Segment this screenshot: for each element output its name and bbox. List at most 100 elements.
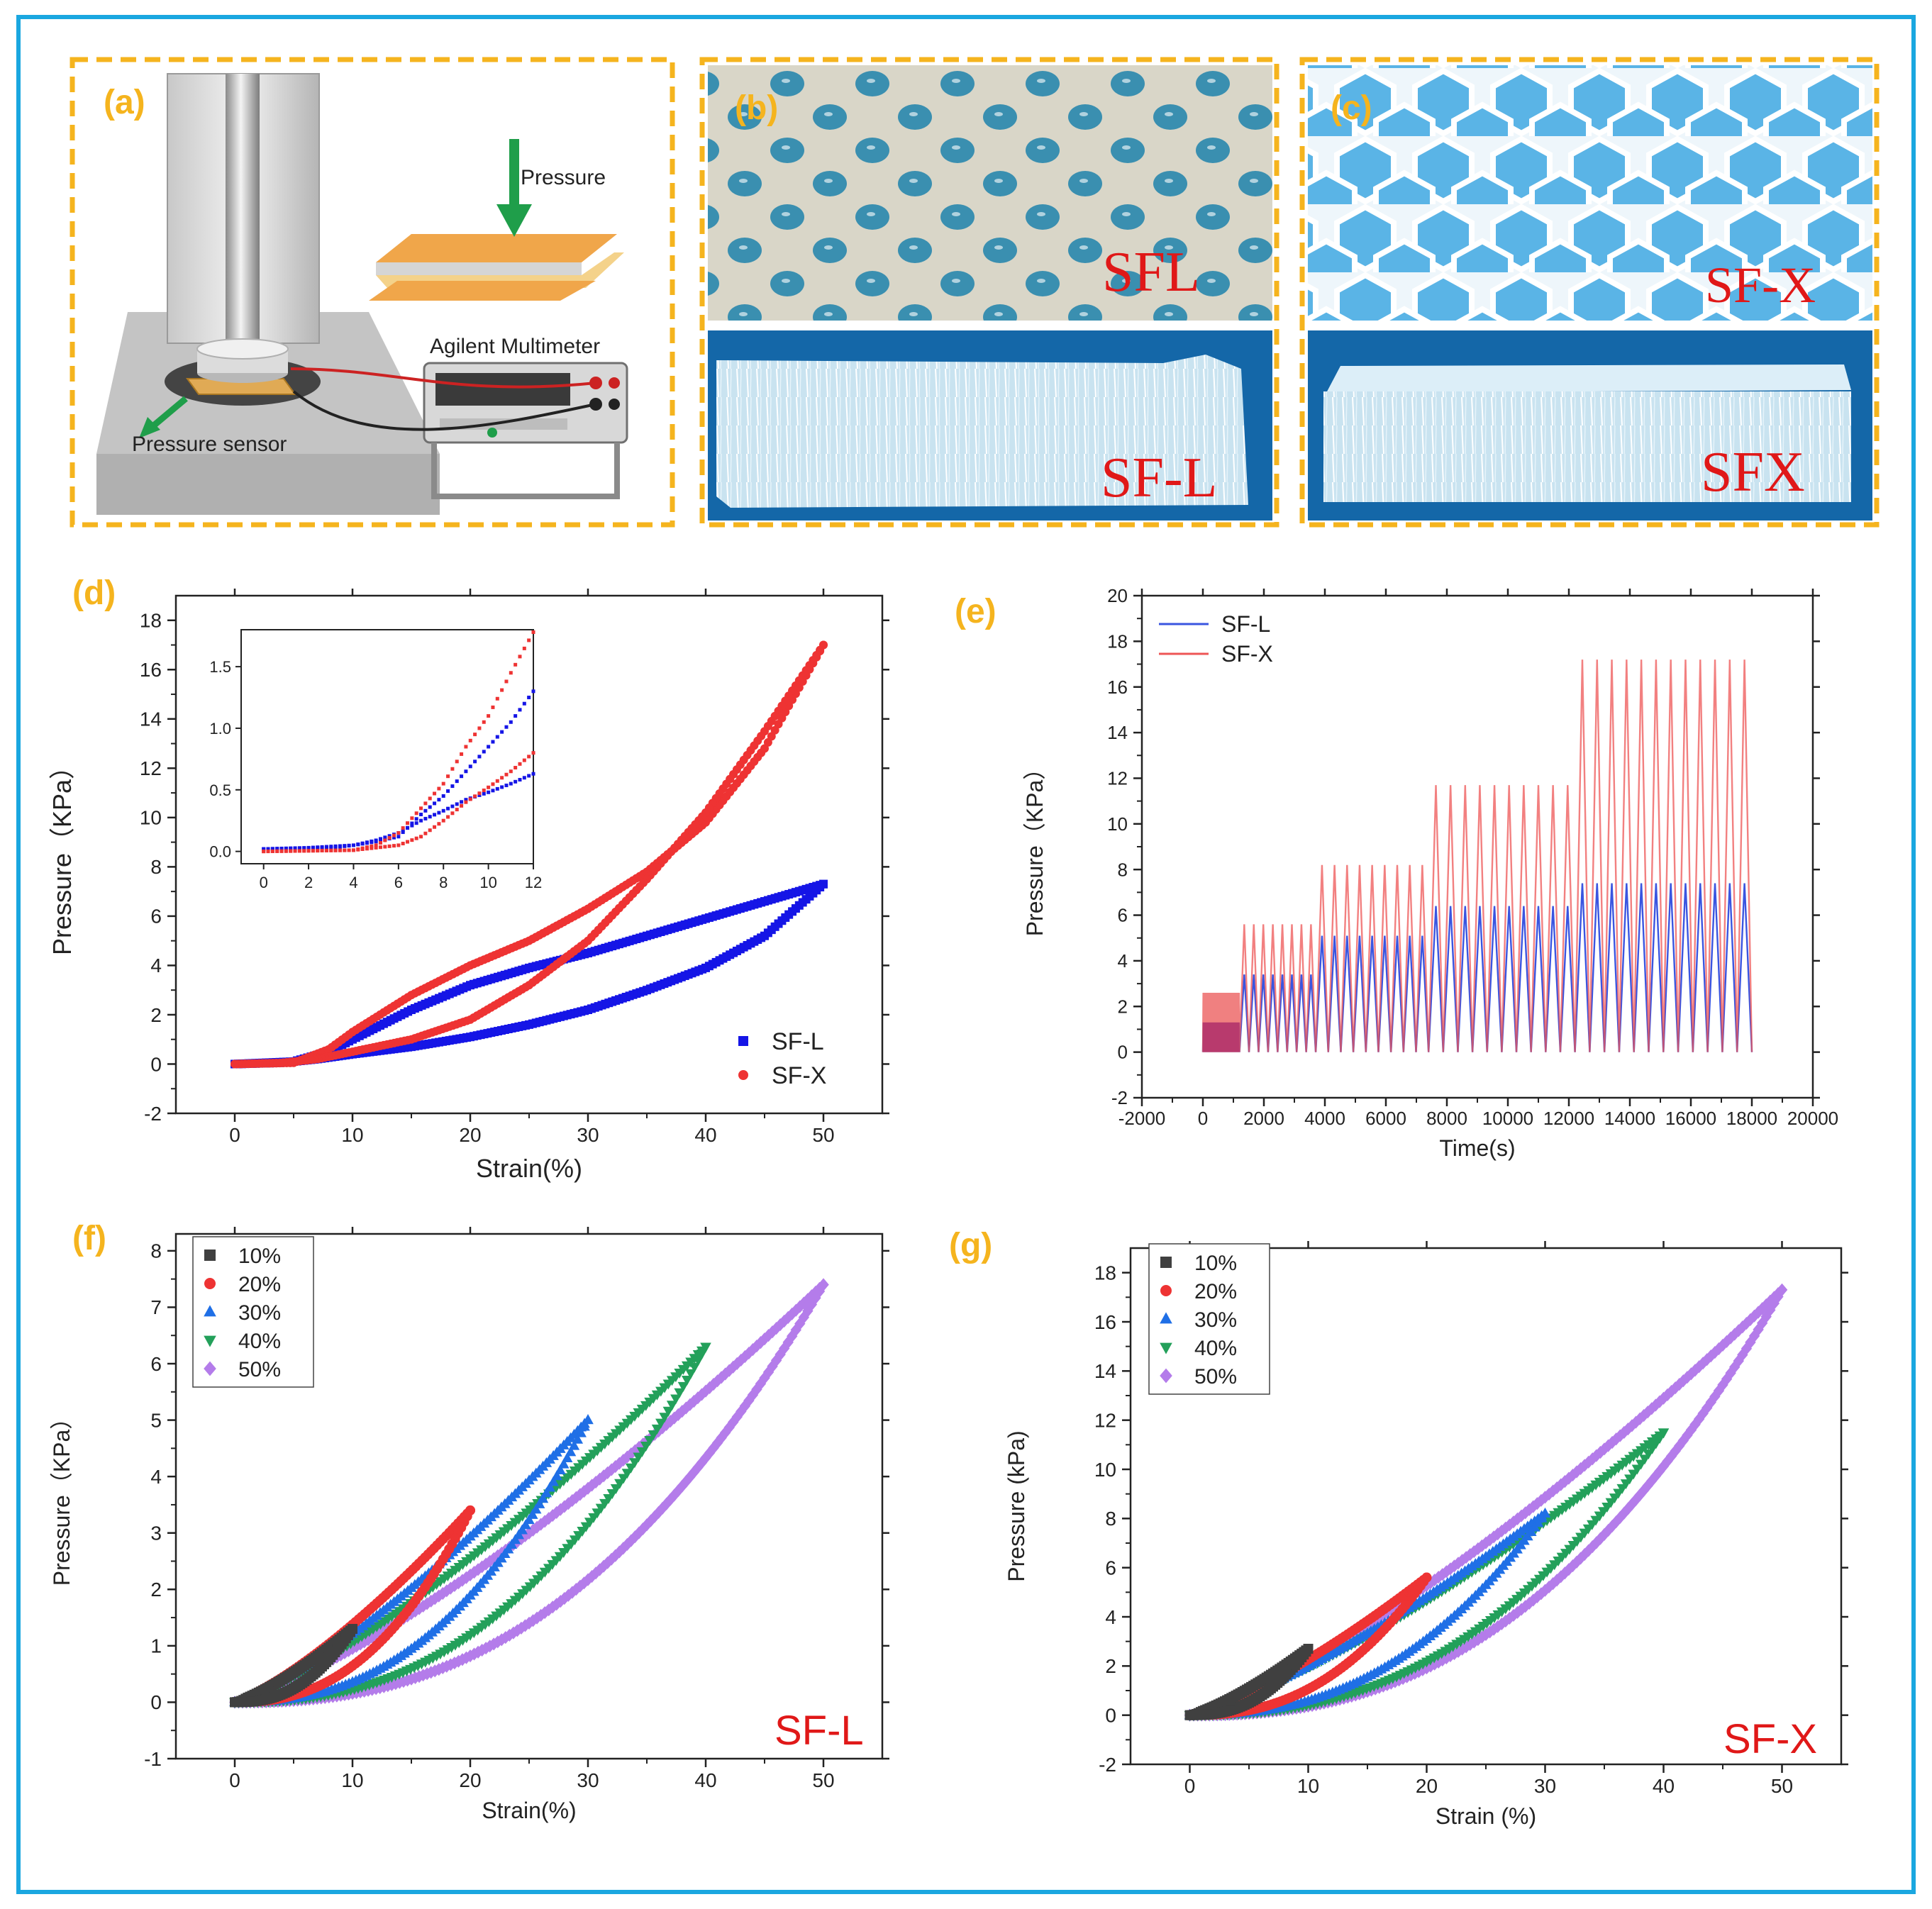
inset-data-point — [441, 781, 445, 786]
data-point — [651, 1424, 663, 1435]
inset-data-point — [329, 848, 333, 852]
multimeter-label: Agilent Multimeter — [430, 335, 600, 358]
sample-middle-layer — [376, 262, 582, 275]
inset-data-point — [531, 689, 535, 694]
data-point — [798, 1310, 810, 1324]
y-tick-label: 8 — [150, 1240, 162, 1262]
inset-data-point — [333, 844, 338, 848]
panel-b: SFL SF-L (b) — [699, 57, 1279, 528]
x-tick-label: 50 — [812, 1124, 834, 1146]
x-tick-label: 2000 — [1243, 1108, 1284, 1129]
inset-data-point — [450, 804, 455, 808]
data-point — [1635, 1459, 1647, 1470]
data-point — [570, 1583, 582, 1596]
data-point — [1768, 1296, 1780, 1310]
data-point — [640, 1441, 652, 1452]
data-point — [565, 1446, 577, 1457]
data-point — [1599, 1527, 1610, 1541]
data-point — [579, 1420, 590, 1431]
inset-data-point — [320, 845, 324, 849]
data-point — [625, 1463, 637, 1474]
data-point — [433, 1589, 445, 1603]
chart-d: 0 10 20 30 40 50-2024681012141618Strain(%)Pre… — [48, 589, 889, 1183]
data-point — [1555, 1570, 1567, 1584]
sfl-top-text: SFL — [1102, 241, 1200, 304]
data-point — [618, 1542, 629, 1555]
data-point — [696, 1349, 708, 1360]
data-point — [1614, 1510, 1626, 1525]
y-tick-label: 2 — [150, 1004, 162, 1026]
inset-data-point — [513, 779, 518, 784]
inset-data-point — [460, 803, 464, 808]
inset-data-point — [504, 679, 509, 684]
inset-data-point — [262, 847, 266, 851]
inset-data-point — [441, 818, 445, 823]
inset-data-point — [491, 705, 495, 709]
data-point — [659, 1413, 670, 1423]
legend-label: 10% — [238, 1245, 281, 1268]
x-tick-label: 0 — [229, 1769, 240, 1791]
inset-data-point — [406, 826, 410, 830]
inset-data-point — [383, 838, 387, 842]
chart-f-corner-label: SF-L — [775, 1708, 864, 1754]
data-point — [662, 1406, 674, 1417]
inset-data-point — [370, 844, 374, 848]
inset-data-point — [401, 842, 405, 846]
data-point — [1717, 1338, 1728, 1352]
data-point — [1654, 1433, 1665, 1444]
y-tick-label: 18 — [140, 610, 162, 632]
data-point — [1440, 1651, 1453, 1665]
inset-data-point — [487, 714, 491, 718]
inset-data-point — [333, 848, 338, 852]
data-point — [1776, 1283, 1788, 1297]
inset-data-point — [527, 755, 531, 759]
inset-data-point — [275, 849, 279, 853]
data-point — [1496, 1617, 1507, 1631]
data-point — [437, 1586, 448, 1601]
data-point — [500, 1631, 511, 1644]
data-point — [1701, 1401, 1713, 1415]
data-point — [1709, 1390, 1721, 1403]
inset-data-point — [320, 849, 324, 853]
y-tick-label: 12 — [1107, 768, 1128, 789]
inset-data-point — [437, 811, 441, 815]
data-point — [1725, 1367, 1736, 1380]
inset-data-point — [531, 772, 535, 776]
inset-data-point — [504, 772, 509, 777]
inset-x-tick-label: 12 — [525, 874, 542, 891]
setup-rod — [226, 74, 260, 350]
inset-data-point — [455, 779, 459, 784]
inset-data-point — [406, 821, 410, 825]
data-point — [1496, 1524, 1507, 1538]
y-tick-label: 20 — [1107, 585, 1128, 606]
data-point — [618, 1474, 629, 1484]
x-tick-label: 20 — [459, 1124, 481, 1146]
inset-data-point — [406, 840, 410, 844]
legend-label: 30% — [1194, 1308, 1237, 1332]
data-point — [1480, 1627, 1492, 1642]
data-point — [1591, 1449, 1602, 1462]
data-point — [1737, 1320, 1748, 1334]
x-tick-label: -2000 — [1118, 1108, 1166, 1129]
x-tick-label: 4000 — [1304, 1108, 1345, 1129]
inset-x-tick-label: 6 — [394, 874, 403, 891]
inset-data-point — [446, 774, 450, 779]
data-point — [1583, 1455, 1594, 1469]
data-point — [575, 1427, 587, 1437]
data-point — [629, 1458, 640, 1469]
pressure-arrow-shaft — [509, 139, 519, 207]
data-point — [660, 1497, 672, 1510]
x-tick-label: 14000 — [1604, 1108, 1655, 1129]
data-point — [568, 1440, 580, 1450]
inset-data-point — [378, 837, 382, 841]
inset-data-point — [437, 798, 441, 802]
inset-data-point — [324, 845, 328, 849]
x-tick-label: 18000 — [1726, 1108, 1777, 1129]
figure-frame — [16, 15, 1916, 1894]
inset-data-point — [324, 848, 328, 852]
multimeter-port-3 — [609, 377, 620, 389]
inset-data-point — [423, 808, 428, 813]
setup-base-front — [96, 454, 440, 515]
data-point — [480, 1642, 492, 1655]
sfx-side-top — [1326, 364, 1851, 393]
